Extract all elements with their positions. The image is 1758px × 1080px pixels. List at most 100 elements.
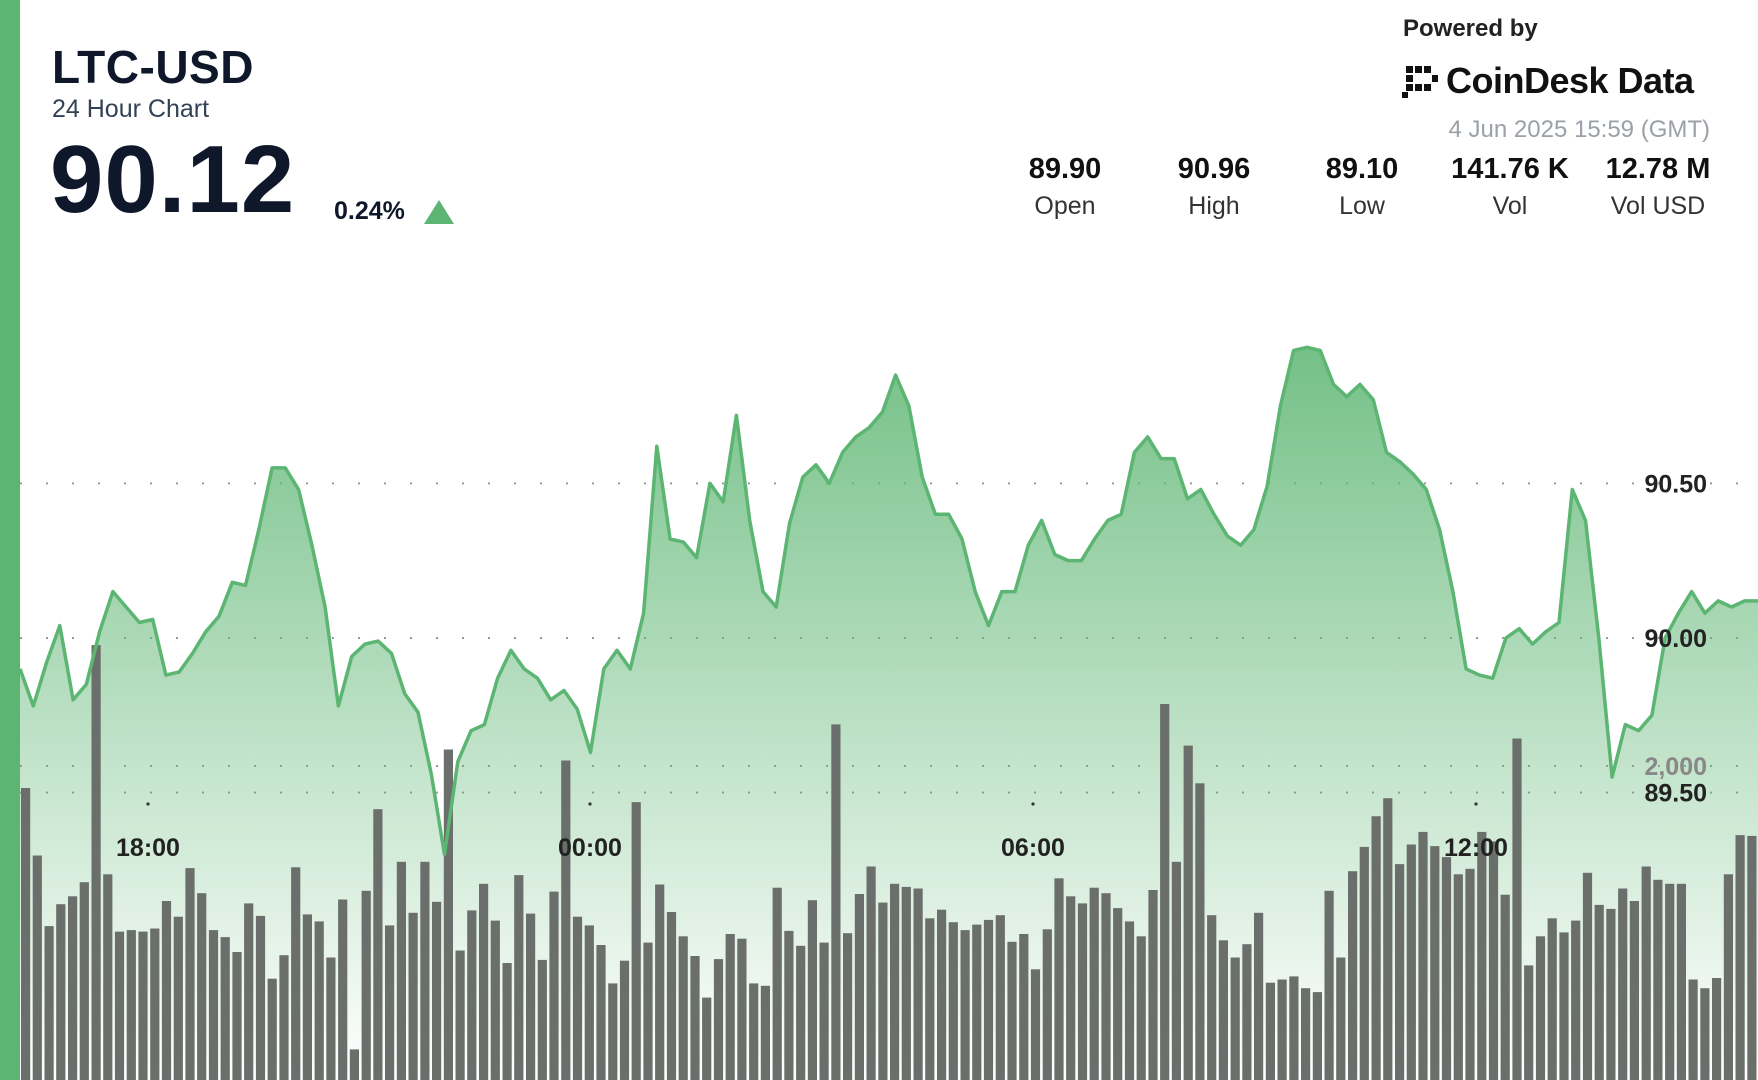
current-price: 90.12 <box>50 126 296 233</box>
volume-bar-2 <box>44 926 54 1080</box>
y-tick-label-0: 89.50 <box>1644 780 1707 808</box>
volume-bar-44 <box>537 959 547 1080</box>
volume-bar-5 <box>79 882 89 1080</box>
price-area <box>20 347 1758 1080</box>
volume-bar-77 <box>925 918 935 1080</box>
volume-bar-58 <box>702 997 712 1080</box>
powered-by-label: Powered by <box>1403 15 1538 42</box>
timestamp: 4 Jun 2025 15:59 (GMT) <box>1448 116 1710 143</box>
volume-bar-84 <box>1007 941 1017 1080</box>
stat-vol-label: Vol <box>1492 192 1528 220</box>
volume-bar-28 <box>349 1049 359 1080</box>
volume-bar-91 <box>1089 887 1099 1080</box>
volume-bar-64 <box>772 887 782 1080</box>
triangle-up-icon <box>424 200 454 224</box>
volume-bar-76 <box>913 888 923 1080</box>
volume-bar-66 <box>796 945 806 1080</box>
stat-open-value: 89.90 <box>1028 153 1102 185</box>
price-change: 0.24% <box>334 197 405 225</box>
volume-bar-19 <box>244 903 254 1080</box>
volume-bar-118 <box>1406 844 1416 1080</box>
volume-bar-34 <box>420 861 430 1080</box>
volume-bar-39 <box>479 883 489 1080</box>
volume-bar-95 <box>1136 936 1146 1080</box>
volume-bar-86 <box>1030 969 1041 1080</box>
volume-bars <box>21 645 1757 1080</box>
accent-bar <box>0 0 20 1080</box>
volume-bar-135 <box>1606 908 1616 1080</box>
volume-bar-50 <box>608 983 618 1080</box>
volume-bar-24 <box>302 914 312 1080</box>
volume-bar-100 <box>1195 783 1205 1080</box>
volume-bar-123 <box>1465 868 1475 1080</box>
volume-bar-111 <box>1324 890 1334 1080</box>
x-tick-mark-1 <box>588 802 592 806</box>
volume-bar-14 <box>185 868 195 1080</box>
price-line-group <box>18 345 1758 857</box>
volume-bar-56 <box>678 936 688 1080</box>
volume-bar-0 <box>21 788 31 1080</box>
volume-bar-93 <box>1113 908 1123 1080</box>
x-tick-label-2: 06:00 <box>1001 834 1065 862</box>
volume-bar-45 <box>549 891 559 1080</box>
volume-bar-21 <box>267 978 277 1080</box>
volume-bar-109 <box>1301 988 1311 1080</box>
volume-tick-label-0: 2,000 <box>1644 753 1707 781</box>
volume-bar-143 <box>1700 988 1710 1080</box>
volume-bar-4 <box>68 896 78 1080</box>
volume-bar-108 <box>1289 976 1299 1080</box>
volume-bar-15 <box>197 893 207 1080</box>
volume-bar-98 <box>1171 861 1181 1080</box>
volume-bar-72 <box>866 866 876 1080</box>
volume-bar-129 <box>1535 936 1546 1080</box>
stat-open-label: Open <box>1034 192 1096 220</box>
volume-bar-92 <box>1101 893 1111 1080</box>
volume-bar-106 <box>1265 982 1275 1080</box>
coindesk-icon <box>1402 66 1438 98</box>
volume-bar-49 <box>596 945 606 1080</box>
volume-bar-96 <box>1148 890 1158 1080</box>
volume-bar-46 <box>561 760 571 1080</box>
volume-bar-48 <box>584 925 594 1080</box>
stat-high-value: 90.96 <box>1177 153 1251 185</box>
volume-bar-1 <box>32 855 42 1080</box>
volume-bar-90 <box>1077 903 1088 1080</box>
volume-bar-55 <box>666 912 677 1080</box>
x-tick-label-3: 12:00 <box>1444 834 1508 862</box>
volume-bar-80 <box>960 930 970 1080</box>
stat-high-label: High <box>1188 192 1240 220</box>
volume-bar-27 <box>338 899 348 1080</box>
volume-bar-52 <box>631 802 641 1080</box>
volume-bar-75 <box>901 886 911 1080</box>
volume-bar-97 <box>1160 704 1170 1080</box>
volume-bar-23 <box>291 867 301 1080</box>
volume-bar-51 <box>619 960 630 1080</box>
volume-bar-18 <box>232 952 242 1080</box>
volume-bar-127 <box>1512 738 1522 1080</box>
volume-bar-12 <box>161 901 172 1080</box>
volume-bar-67 <box>807 900 817 1080</box>
stat-low: 89.10 Low <box>1287 153 1437 221</box>
chart-subtitle: 24 Hour Chart <box>52 95 210 123</box>
volume-bar-36 <box>443 749 453 1080</box>
x-tick-mark-0 <box>146 802 150 806</box>
price-area-fill <box>20 347 1758 1080</box>
volume-bar-138 <box>1641 866 1651 1080</box>
volume-bar-22 <box>279 955 289 1080</box>
volume-bar-124 <box>1477 831 1487 1080</box>
x-tick-mark-2 <box>1031 802 1035 806</box>
volume-bar-61 <box>737 938 747 1080</box>
volume-bar-145 <box>1723 874 1733 1080</box>
x-axis: 18:00 00:00 06:00 12:00 <box>116 802 1508 862</box>
volume-bar-63 <box>760 985 770 1080</box>
volume-bar-131 <box>1559 932 1569 1080</box>
volume-bar-113 <box>1348 871 1358 1080</box>
volume-bar-139 <box>1653 879 1663 1080</box>
volume-bar-29 <box>361 890 371 1080</box>
x-tick-label-1: 00:00 <box>558 834 622 862</box>
volume-bar-25 <box>314 921 324 1080</box>
y-tick-label-2: 90.50 <box>1644 470 1707 498</box>
volume-bar-140 <box>1665 883 1675 1080</box>
volume-bar-60 <box>725 934 735 1080</box>
volume-bar-126 <box>1500 894 1510 1080</box>
